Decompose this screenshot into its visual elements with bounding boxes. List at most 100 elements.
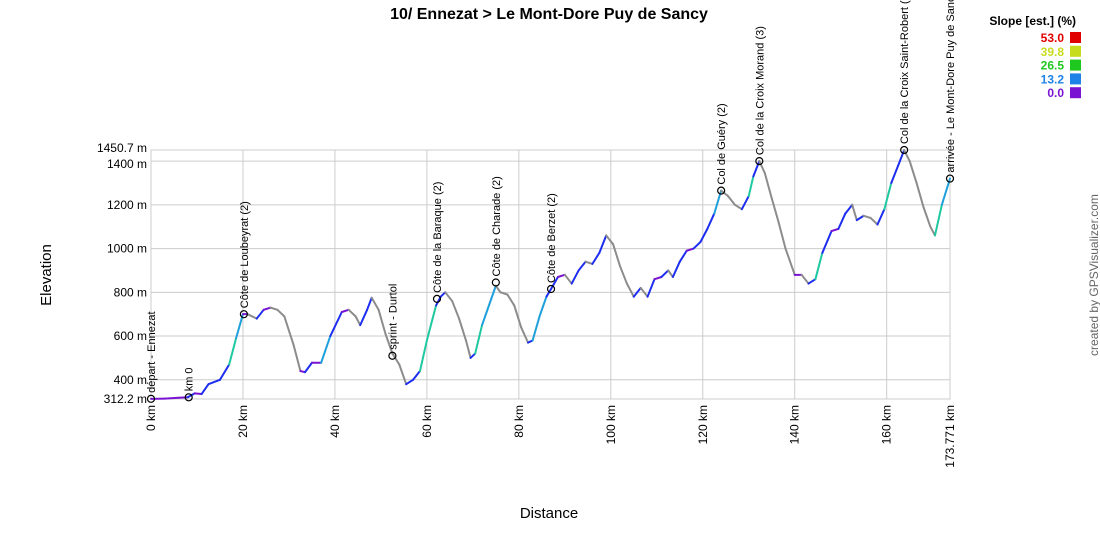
profile-segment xyxy=(720,189,730,198)
profile-segment xyxy=(550,276,559,291)
profile-segment xyxy=(678,249,688,263)
profile-segment xyxy=(625,282,635,298)
profile-segment xyxy=(425,304,438,342)
profile-segment xyxy=(340,308,350,313)
legend-value: 13.2 xyxy=(1041,72,1065,86)
profile-segment xyxy=(876,208,886,226)
x-tick-label: 160 km xyxy=(880,405,894,444)
waypoint-markers: départ - Ennezat km 0 Côte de Loubeyrat (2… xyxy=(146,0,957,403)
y-axis: 312.2 m 400 m 600 m 800 m 1000 m 1200 m 1400 m… xyxy=(97,141,147,406)
profile-segment xyxy=(929,225,936,237)
x-tick-label: 173.771 km xyxy=(943,405,957,468)
profile-segment xyxy=(490,284,497,300)
x-tick-label: 120 km xyxy=(696,405,710,444)
x-tick-label: 80 km xyxy=(512,405,526,438)
profile-segment xyxy=(903,149,911,163)
grid xyxy=(150,149,951,400)
profile-segment xyxy=(740,195,750,211)
legend-value: 26.5 xyxy=(1041,59,1065,73)
x-tick-label: 140 km xyxy=(788,405,802,444)
profile-segment xyxy=(940,177,951,206)
chart-title: 10/ Ennezat > Le Mont-Dore Puy de Sancy xyxy=(390,6,708,23)
legend-value: 53.0 xyxy=(1041,31,1065,45)
legend-value: 0.0 xyxy=(1047,86,1064,100)
x-tick-label: 40 km xyxy=(328,405,342,438)
profile-segment xyxy=(347,308,357,318)
profile-segment xyxy=(770,197,780,224)
profile-segment xyxy=(218,363,231,381)
profile-segment xyxy=(163,396,180,400)
profile-segment xyxy=(883,181,893,211)
profile-segment xyxy=(618,265,628,285)
profile-segment xyxy=(200,383,210,396)
profile-segment xyxy=(329,310,343,338)
y-tick-label: 1000 m xyxy=(107,242,147,256)
x-tick-label: 20 km xyxy=(236,405,250,438)
profile-segment xyxy=(391,352,401,366)
profile-segment xyxy=(444,291,454,303)
profile-segment xyxy=(727,195,736,206)
waypoint-label: Col de la Croix Morand (3) xyxy=(754,26,766,155)
profile-segment xyxy=(685,247,695,252)
profile-segment xyxy=(807,278,817,285)
profile-segment xyxy=(660,269,670,279)
waypoint-label: km 0 xyxy=(184,367,196,391)
y-tick-label: 800 m xyxy=(114,285,147,299)
waypoint-label: départ - Ennezat xyxy=(146,311,158,392)
profile-segment xyxy=(506,293,516,307)
profile-segment xyxy=(752,160,761,178)
waypoint-marker xyxy=(146,394,156,403)
profile-segment xyxy=(556,273,566,279)
profile-segment xyxy=(464,339,472,359)
profile-segment xyxy=(915,181,925,209)
profile-segment xyxy=(370,296,380,311)
profile-segment xyxy=(830,227,840,233)
profile-segment xyxy=(412,370,421,381)
profile-segment xyxy=(844,203,854,215)
slope-legend: Slope [est.] (%) 53.039.826.513.20.0 xyxy=(989,14,1081,100)
profile-segment xyxy=(398,363,408,386)
profile-segment xyxy=(632,286,642,298)
x-axis: 0 km 20 km 40 km 60 km 80 km 100 km 120 km 140 … xyxy=(144,405,957,468)
y-tick-label: 1450.7 m xyxy=(97,141,147,155)
profile-segment xyxy=(733,203,743,211)
x-tick-label: 0 km xyxy=(144,405,158,431)
profile-segment xyxy=(814,251,824,281)
legend-swatch xyxy=(1070,45,1081,57)
x-tick-label: 60 km xyxy=(420,405,434,438)
profile-segment xyxy=(283,315,295,346)
profile-segment xyxy=(584,260,594,265)
profile-segment xyxy=(890,164,900,184)
profile-segment xyxy=(922,206,932,228)
y-tick-label: 400 m xyxy=(114,373,147,387)
profile-segment xyxy=(235,313,244,340)
waypoint-marker xyxy=(388,351,397,360)
profile-segment xyxy=(276,308,286,318)
profile-segment xyxy=(320,335,332,364)
legend-swatch xyxy=(1070,87,1081,99)
profile-segment xyxy=(377,308,387,335)
profile-segment xyxy=(499,291,509,296)
profile-segment xyxy=(269,306,279,311)
profile-segment xyxy=(897,149,906,167)
waypoint-marker xyxy=(755,156,764,166)
waypoint-label: Côte de Berzet (2) xyxy=(546,193,558,283)
x-axis-title: Distance xyxy=(520,505,578,522)
legend-swatch xyxy=(1070,32,1081,43)
profile-segment xyxy=(777,221,787,250)
profile-segment xyxy=(474,324,484,355)
profile-segment xyxy=(577,260,587,272)
profile-segment xyxy=(639,286,649,298)
legend-title: Slope [est.] (%) xyxy=(989,14,1076,28)
waypoint-label: Côte de Loubeyrat (2) xyxy=(239,201,251,308)
profile-segment xyxy=(262,306,272,311)
profile-segment xyxy=(439,291,447,298)
profile-segment xyxy=(494,284,502,294)
waypoint-label: Col de la Croix Saint-Robert (1) xyxy=(899,0,911,144)
profile-segment xyxy=(228,337,238,366)
profile-segment xyxy=(384,332,394,355)
profile-segment xyxy=(598,234,608,254)
profile-segment xyxy=(304,361,313,374)
waypoint-marker xyxy=(184,393,193,402)
profile-segment xyxy=(653,276,663,281)
